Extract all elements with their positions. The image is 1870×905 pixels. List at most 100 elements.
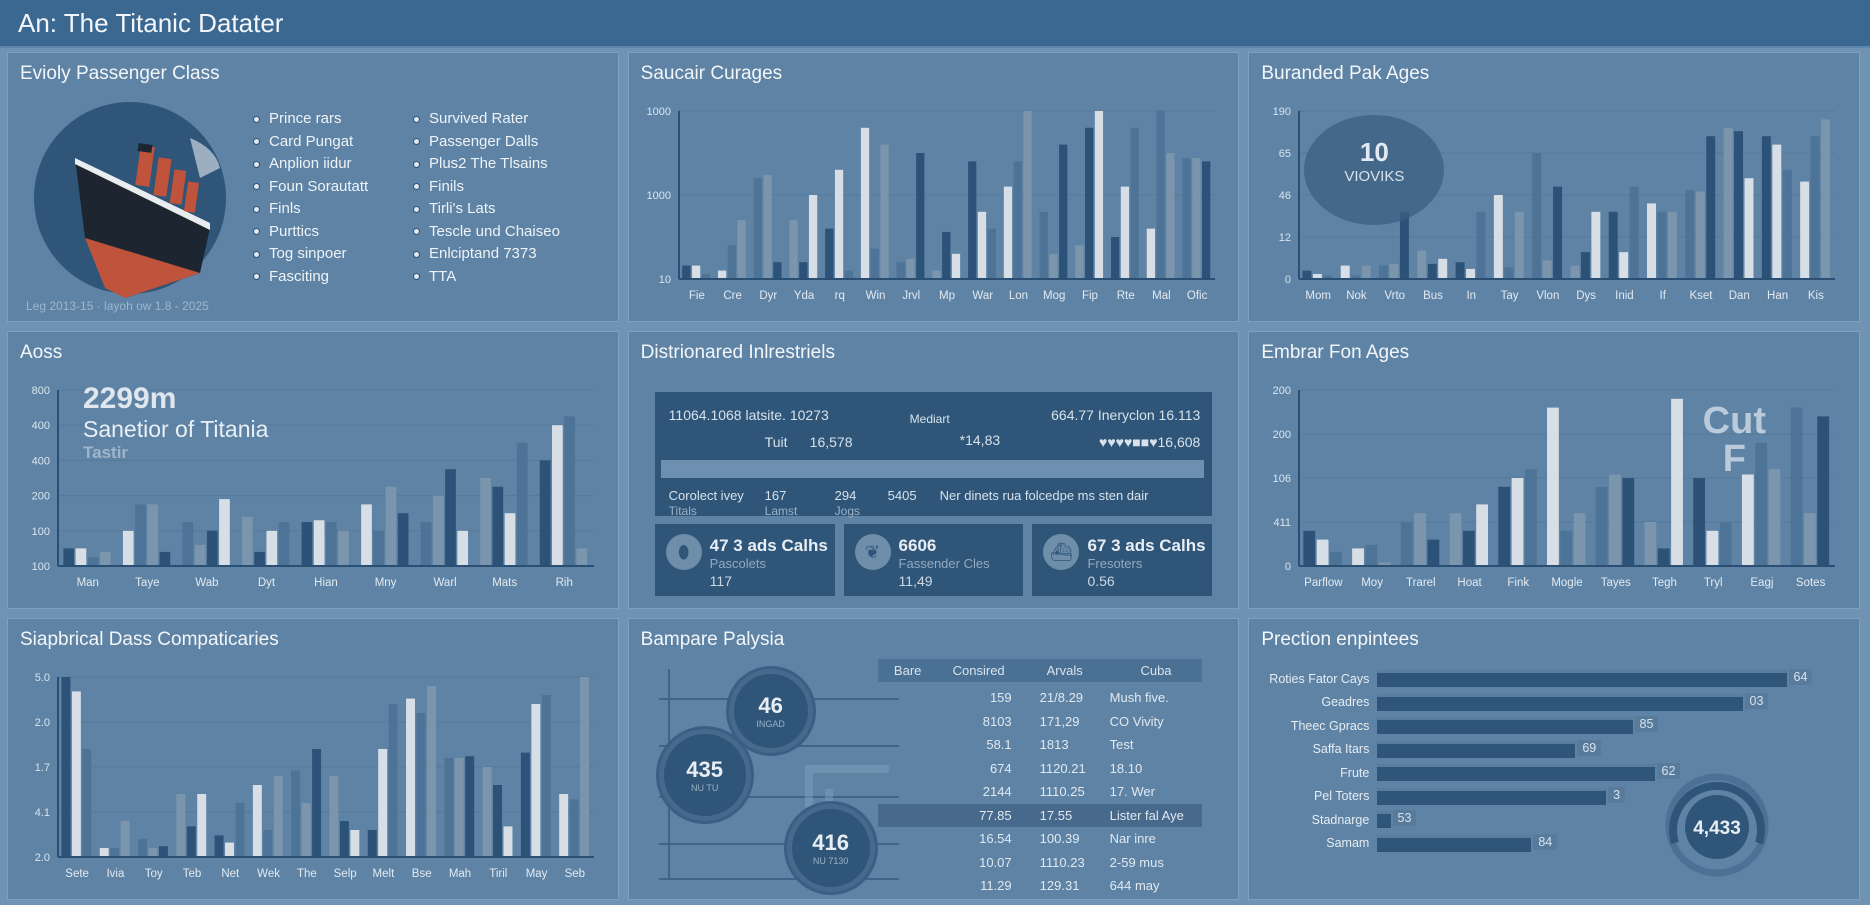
column-header[interactable]: Bare [893,663,922,678]
bar-label: Samam [1326,836,1370,851]
list-item: Purttics [253,221,368,244]
y-tick-label: 46 [1279,190,1291,202]
bar-label: Pel Toters [1313,789,1370,804]
bullet-icon [413,183,420,191]
column-header[interactable]: Cuba [1140,663,1172,678]
bar [197,794,207,857]
x-tick-label: Sotes [1796,577,1826,589]
list-item: Prince rars [253,108,368,131]
bar [1120,186,1129,279]
x-tick-label: Selp [334,868,357,880]
prediction-gauge: 4,433 [1665,773,1769,877]
card-value: 11,49 [898,573,933,589]
card-value: 0.56 [1087,573,1115,589]
distribution-summary-table: 11064.1068 latsite. 10273 Mediart 664.77… [654,392,1213,518]
x-tick-label: Vlon [1537,290,1560,302]
bar [1644,522,1657,566]
bar [763,174,772,279]
bar [1377,811,1391,829]
bar [717,270,726,279]
summary-cell: 294 [834,488,857,503]
list-item: Tirli's Lats [413,198,560,221]
bar [206,530,218,566]
bar [1476,211,1486,279]
table-row[interactable]: 58.1 1813 Test [878,733,1203,757]
bullet-icon [413,138,420,146]
list-item-label: Finils [429,177,465,195]
bar [147,504,159,566]
x-tick-label: Win [865,290,885,302]
table-row[interactable]: 2144 1110.25 17. Wer [878,780,1203,804]
bar [789,220,798,279]
bar-label: Frute [1340,765,1370,780]
feature-list-left: Prince rars Card Pungat Anplion iidur Foun … [253,108,368,288]
table-cell: 1813 [1039,737,1069,753]
gauge-value: 435 [686,757,724,782]
list-item-label: TTA [429,267,457,285]
bar [1165,153,1175,279]
x-tick-label: Bus [1423,290,1443,302]
bullet-icon [253,115,260,123]
x-tick-label: Trarel [1406,577,1436,589]
bar [1706,136,1716,279]
list-item: Plus2 The Tlsains [413,153,560,176]
x-tick-label: Yda [793,290,814,302]
table-row[interactable]: 674 1120.21 18.10 [878,757,1203,781]
stat-card[interactable]: ⛴ 67 3 ads Calhs Fresoters 0.56 [1032,524,1213,596]
bar [1768,469,1781,566]
summary-cell: Corolect ivey [668,488,744,503]
stat-card[interactable]: ⬮ 47 3 ads Calhs Pascolets 117 [654,524,835,596]
table-row[interactable]: 159 21/8.29 Mush five. [878,686,1203,710]
y-tick-label: 65 [1279,148,1291,160]
bar [772,262,782,279]
bar [1379,265,1389,279]
bar [493,785,503,857]
bar [159,551,171,566]
x-tick-label: Hian [314,577,338,589]
table-row[interactable]: 10.07 1110.23 2-59 mus [878,851,1203,875]
bar [301,522,313,566]
list-item-label: Tog sinpoer [269,245,347,262]
bar [445,469,456,566]
table-row[interactable]: 8103 171,29 CO Vivity [878,710,1203,734]
table-row[interactable]: 16.54 100.39 Nar inre [878,827,1203,851]
bar [896,262,905,279]
y-tick-label: 10 [658,274,670,286]
bar [798,262,808,279]
x-tick-label: Wek [257,868,280,880]
stat-cards: ⬮ 47 3 ads Calhs Pascolets 117 ❦ 6606 Fassende… [654,524,1213,596]
x-tick-label: Fink [1508,577,1530,589]
x-tick-label: Mogle [1552,577,1583,589]
x-tick-label: Hoat [1458,577,1483,589]
gauge-value: 4,433 [1693,818,1741,839]
bar [1547,407,1560,566]
bar-row: Pel Toters 3 [1249,785,1859,809]
list-item: Finils [413,176,560,199]
card-subtitle: Fassender Cles [898,556,990,571]
bar [482,767,492,857]
column-header[interactable]: Arvals [1046,663,1083,678]
y-tick-label: 0 [1285,274,1291,286]
gauge-label: NU 7130 [812,856,849,866]
bar [1013,161,1022,279]
column-header[interactable]: Consired [952,663,1005,678]
bar [465,756,475,857]
table-cell: 171,29 [1039,713,1080,729]
summary-cell: 5405 [887,488,917,503]
x-tick-label: If [1660,290,1667,302]
list-item: Foun Sorautatt [253,176,368,199]
table-row[interactable]: 11.29 129.31 644 may [878,874,1203,898]
bar [1094,111,1103,279]
y-tick-label: 1000 [646,106,670,118]
table-row[interactable]: 77.85 17.55 Lister fal Aye [877,803,1203,827]
stat-card[interactable]: ❦ 6606 Fassender Cles 11,49 [843,524,1024,596]
bar [1377,693,1743,711]
x-tick-label: Mom [1306,290,1332,302]
bar [329,776,339,857]
panel-title: Aoss [20,342,63,363]
x-tick-label: Net [221,868,240,880]
aoss-bar-chart: 100 100 200 400 400 800 Man Taye Wab Dyt Hian Mny Wa… [32,385,594,589]
table-cell: Mush five. [1109,690,1169,706]
x-tick-label: Wab [195,577,218,589]
bar [158,846,168,857]
